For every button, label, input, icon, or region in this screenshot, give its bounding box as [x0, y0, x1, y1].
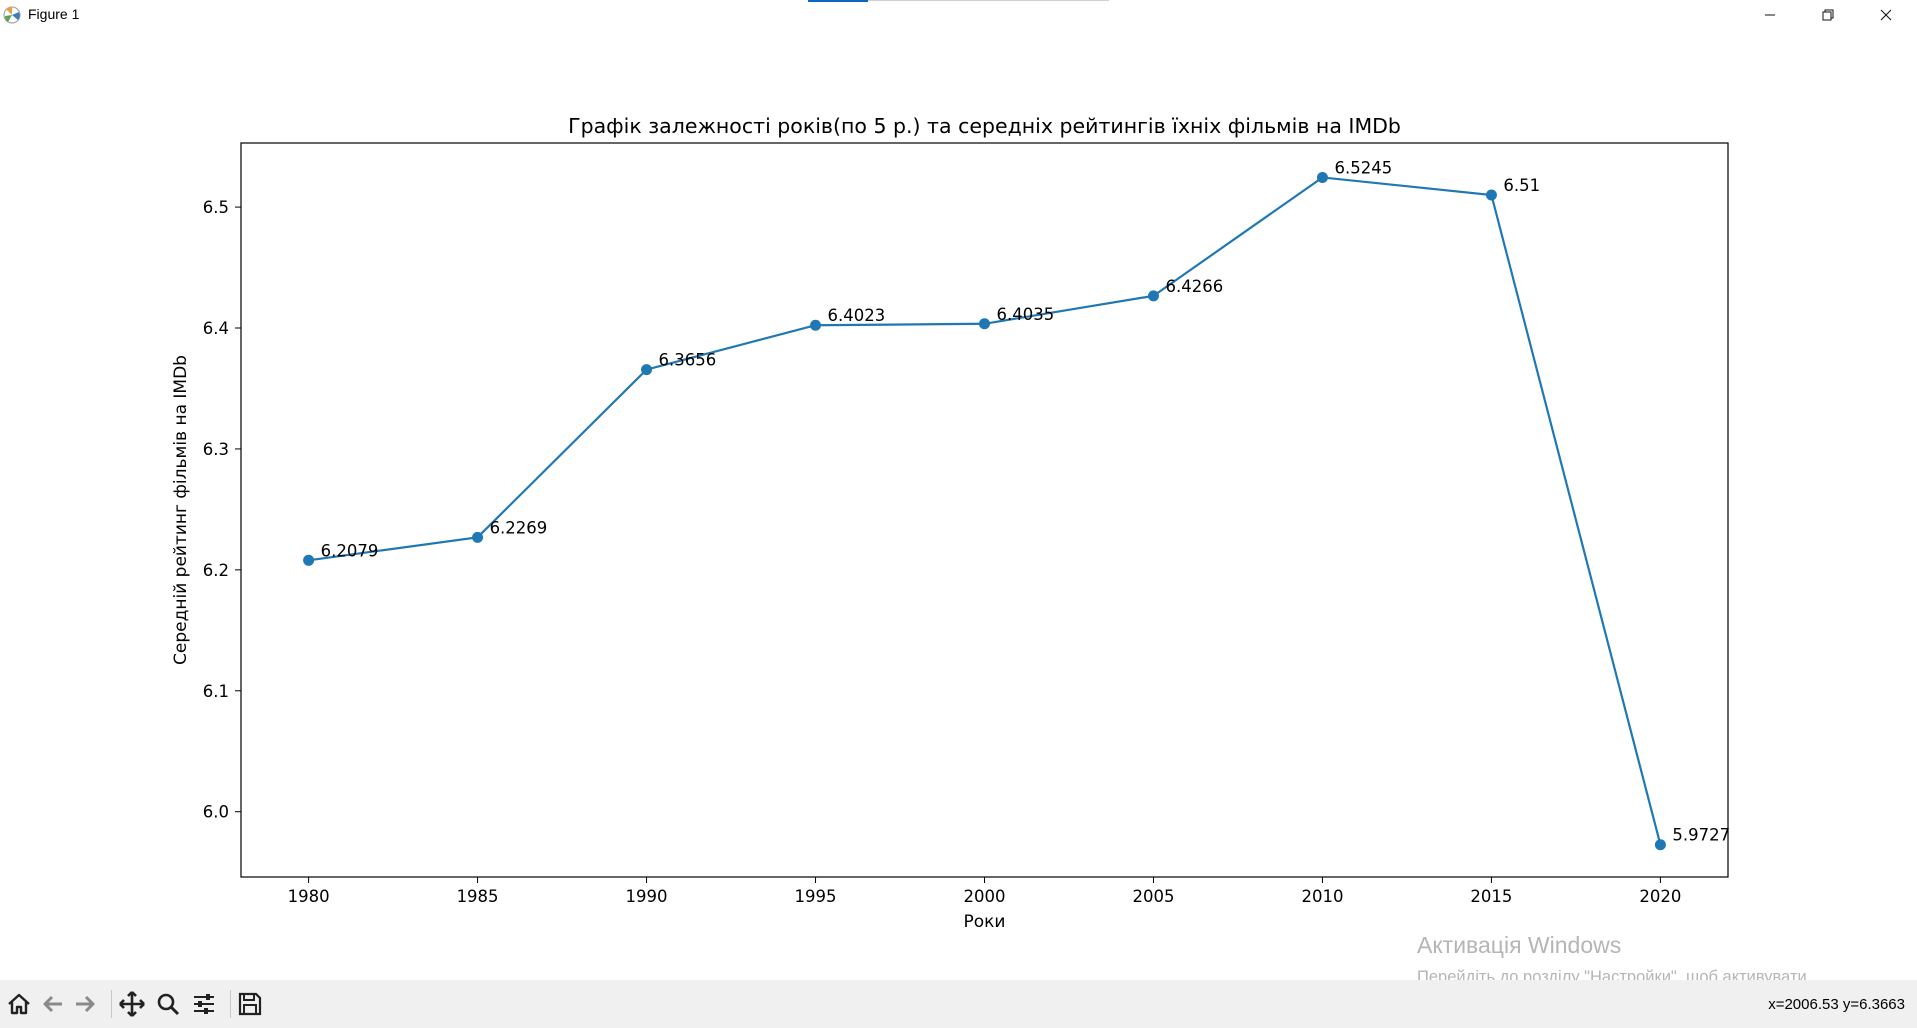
save-button[interactable] — [234, 988, 266, 1020]
home-button[interactable] — [3, 988, 35, 1020]
data-label: 5.9727 — [1672, 826, 1730, 845]
y-tick-label: 6.5 — [203, 198, 229, 217]
configure-subplots-button[interactable] — [188, 988, 220, 1020]
x-tick-label: 2005 — [1132, 887, 1174, 906]
data-point — [1147, 290, 1159, 302]
figure-canvas[interactable]: Графік залежності років(по 5 р.) та сере… — [0, 30, 1917, 1011]
taskbar-divider — [868, 0, 1109, 1]
axes-frame — [240, 142, 1729, 878]
y-tick-label: 6.1 — [203, 682, 229, 701]
cursor-coordinates: x=2006.53 y=6.3663 — [1768, 996, 1905, 1013]
x-tick-label: 2010 — [1301, 887, 1343, 906]
data-label: 6.5245 — [1334, 158, 1392, 177]
close-icon — [1880, 9, 1892, 21]
data-point — [810, 319, 822, 331]
y-tick-label: 6.4 — [203, 319, 229, 338]
x-tick-label: 1995 — [795, 887, 837, 906]
pan-icon — [119, 991, 145, 1017]
y-tick-label: 6.2 — [203, 561, 229, 580]
windows-activation-title: Активація Windows — [1417, 932, 1622, 958]
data-point — [1316, 171, 1328, 183]
x-tick-label: 2015 — [1470, 887, 1512, 906]
back-icon — [43, 995, 62, 1013]
data-label: 6.4035 — [997, 305, 1055, 324]
data-label: 6.2079 — [321, 541, 379, 560]
x-tick-label: 1990 — [626, 887, 668, 906]
restore-button[interactable] — [1800, 0, 1856, 30]
data-label: 6.4266 — [1165, 277, 1223, 296]
close-button[interactable] — [1858, 0, 1914, 30]
y-tick-label: 6.3 — [203, 440, 229, 459]
x-tick-label: 2000 — [964, 887, 1006, 906]
data-label: 6.4023 — [828, 306, 886, 325]
toolbar-separator — [230, 990, 231, 1018]
save-icon — [238, 992, 262, 1016]
taskbar-accent — [808, 0, 868, 2]
x-tick-label: 1980 — [288, 887, 330, 906]
pan-button[interactable] — [116, 988, 148, 1020]
data-label: 6.51 — [1503, 176, 1540, 195]
data-point — [1485, 189, 1497, 201]
zoom-button[interactable] — [152, 988, 184, 1020]
data-line — [308, 176, 1662, 845]
x-tick-label: 1985 — [457, 887, 499, 906]
y-tick-label: 6.0 — [203, 803, 229, 822]
data-point — [1654, 839, 1666, 851]
matplotlib-app-icon — [3, 6, 21, 24]
chart-title: Графік залежності років(по 5 р.) та сере… — [568, 114, 1401, 138]
restore-icon — [1822, 9, 1834, 21]
forward-button[interactable] — [69, 988, 101, 1020]
data-point — [641, 364, 653, 376]
y-axis-label: Середній рейтинг фільмів на IMDb — [171, 355, 191, 665]
line-chart: Графік залежності років(по 5 р.) та сере… — [171, 114, 1730, 932]
configure-subplots-icon — [194, 994, 214, 1014]
minimize-button[interactable] — [1742, 0, 1798, 30]
data-label: 6.3656 — [659, 351, 717, 370]
x-tick-label: 2020 — [1639, 887, 1681, 906]
data-point — [303, 554, 315, 566]
x-axis-label: Роки — [964, 912, 1006, 932]
back-button[interactable] — [37, 988, 69, 1020]
home-icon — [8, 993, 30, 1015]
data-point — [472, 531, 484, 543]
data-label: 6.2269 — [490, 518, 548, 537]
zoom-icon — [157, 993, 180, 1016]
data-point — [979, 318, 990, 330]
minimize-icon — [1765, 14, 1775, 16]
forward-icon — [76, 995, 95, 1013]
navigation-toolbar: x=2006.53 y=6.3663 — [0, 980, 1917, 1028]
toolbar-separator — [111, 990, 112, 1018]
window-title: Figure 1 — [28, 6, 80, 22]
title-bar: Figure 1 — [0, 0, 1917, 30]
